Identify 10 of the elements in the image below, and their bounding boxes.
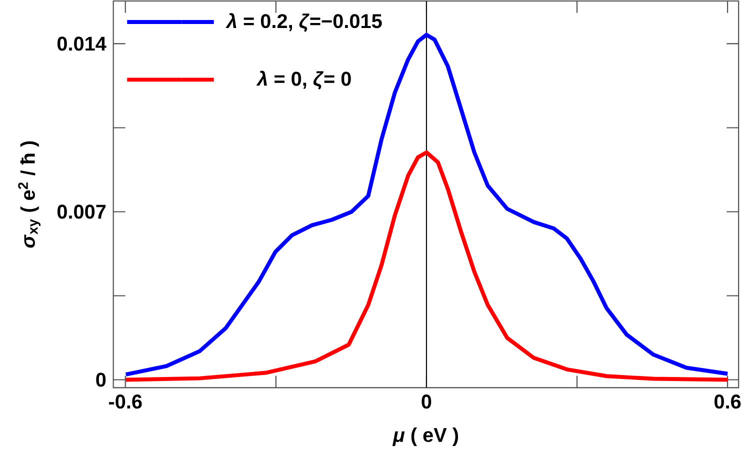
legend-label: λ = 0, ζ= 0 [256, 70, 351, 90]
legend-label: λ = 0.2, ζ=−0.015 [226, 13, 382, 32]
y-tick-label: 0 [96, 372, 106, 387]
x-tick-label: 0 [422, 394, 432, 409]
x-tick-label: -0.6 [109, 394, 142, 409]
x-tick-label: 0.6 [714, 394, 741, 409]
y-tick-label: 0.014 [57, 36, 106, 51]
y-axis-title: σ$_{xy}$ ( e$^{2}$ / ħ ) [18, 141, 41, 248]
x-axis-title: μ ( eV ) [392, 427, 458, 446]
y-tick-label: 0.007 [57, 204, 106, 219]
